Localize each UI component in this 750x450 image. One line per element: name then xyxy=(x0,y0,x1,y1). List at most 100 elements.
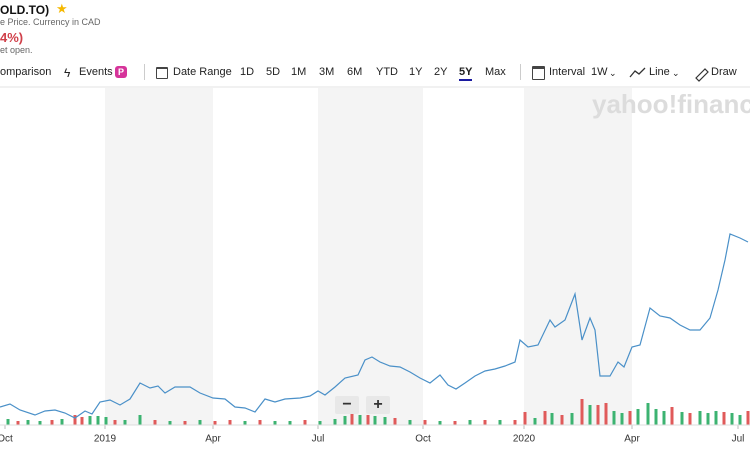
x-tick-label: Jul xyxy=(312,434,325,445)
volume-bar xyxy=(60,419,64,425)
volume-bar xyxy=(646,403,650,425)
separator xyxy=(520,64,521,80)
volume-bar xyxy=(654,409,658,425)
volume-bar xyxy=(570,413,574,425)
volume-bar xyxy=(636,409,640,425)
zoom-in-label: + xyxy=(373,396,382,413)
range-button[interactable]: 1Y xyxy=(409,66,423,78)
events-button[interactable]: Events xyxy=(79,66,113,78)
range-button[interactable]: 1D xyxy=(240,66,255,78)
volume-bar xyxy=(580,399,584,425)
volume-bar xyxy=(483,420,487,425)
volume-bar xyxy=(153,420,157,425)
range-button[interactable]: 5D xyxy=(266,66,281,78)
volume-bar xyxy=(560,415,564,425)
zoom-out-label: − xyxy=(342,396,351,413)
volume-bar xyxy=(533,418,537,425)
calendar-icon xyxy=(156,67,168,79)
volume-bar xyxy=(273,421,277,425)
volume-bar xyxy=(680,412,684,425)
draw-button[interactable]: Draw xyxy=(711,66,737,78)
volume-bar xyxy=(16,421,20,425)
chart-style-button[interactable]: Line xyxy=(649,66,670,78)
volume-bar xyxy=(453,421,457,425)
volume-bar xyxy=(746,411,750,425)
volume-bar xyxy=(333,419,337,425)
zoom-in-button[interactable] xyxy=(366,396,390,414)
volume-bar xyxy=(73,415,77,425)
volume-bar xyxy=(6,419,10,425)
watermark: yahoo!finance xyxy=(592,89,750,119)
volume-bar xyxy=(523,412,527,425)
volume-bar xyxy=(358,415,362,425)
volume-bar xyxy=(88,416,92,425)
period-shade xyxy=(524,88,632,425)
volume-bar xyxy=(513,420,517,425)
symbol: OLD.TO) xyxy=(0,3,50,17)
market-status: et open. xyxy=(0,45,33,55)
volume-bar xyxy=(288,421,292,425)
x-tick-label: 2019 xyxy=(94,434,117,445)
volume-bar xyxy=(104,417,108,425)
range-button[interactable]: 1M xyxy=(291,66,307,78)
volume-bar xyxy=(722,412,726,425)
volume-bar xyxy=(373,416,377,425)
volume-bar xyxy=(468,420,472,425)
volume-bar xyxy=(628,411,632,425)
volume-bar xyxy=(423,420,427,425)
volume-bar xyxy=(350,412,354,425)
price-line xyxy=(0,233,749,419)
zoom-out-button[interactable] xyxy=(335,396,359,414)
volume-bar xyxy=(383,417,387,425)
volume-bar xyxy=(228,420,232,425)
comparison-button[interactable]: omparison xyxy=(0,66,52,78)
date-range-button[interactable]: Date Range xyxy=(173,66,232,78)
x-tick-label: Jul xyxy=(732,434,745,445)
volume-bar xyxy=(343,416,347,425)
x-tick-label: Oct xyxy=(415,434,431,445)
range-button[interactable]: 2Y xyxy=(434,66,448,78)
change: 4%) xyxy=(0,30,24,45)
volume-bar xyxy=(596,405,600,425)
volume-bar xyxy=(698,411,702,425)
range-button[interactable]: 3M xyxy=(319,66,335,78)
x-tick-label: Apr xyxy=(205,434,221,445)
range-button[interactable]: YTD xyxy=(376,66,398,78)
volume-bar xyxy=(706,413,710,425)
volume-bar xyxy=(688,413,692,425)
range-button[interactable]: Max xyxy=(485,66,506,78)
volume-bar xyxy=(604,403,608,425)
volume-bar xyxy=(50,420,54,425)
volume-bar xyxy=(168,421,172,425)
volume-bar xyxy=(366,415,370,425)
volume-bar xyxy=(588,405,592,425)
volume-bar xyxy=(612,411,616,425)
interval-label[interactable]: Interval xyxy=(549,66,586,78)
volume-bar xyxy=(498,420,502,425)
volume-bar xyxy=(438,421,442,425)
volume-bar xyxy=(738,415,742,425)
volume-bar xyxy=(198,420,202,425)
interval-icon xyxy=(532,66,545,80)
period-shade xyxy=(105,88,213,425)
volume-bar xyxy=(303,420,307,425)
range-button[interactable]: 5Y xyxy=(459,66,473,81)
volume-bar xyxy=(183,421,187,425)
range-button[interactable]: 6M xyxy=(347,66,363,78)
volume-bar xyxy=(38,421,42,425)
star-icon[interactable]: ★ xyxy=(56,1,68,16)
interval-value[interactable]: 1W xyxy=(591,66,608,78)
events-icon: ϟ xyxy=(64,66,71,80)
volume-bar xyxy=(26,420,30,425)
chevron: ⌄ xyxy=(609,68,617,78)
volume-bar xyxy=(714,411,718,425)
period-shade xyxy=(318,88,423,425)
volume-bar xyxy=(113,420,117,425)
volume-bar xyxy=(213,421,217,425)
separator xyxy=(144,64,145,80)
volume-bar xyxy=(550,413,554,425)
volume-bar xyxy=(730,413,734,425)
events-badge: P xyxy=(115,66,127,78)
